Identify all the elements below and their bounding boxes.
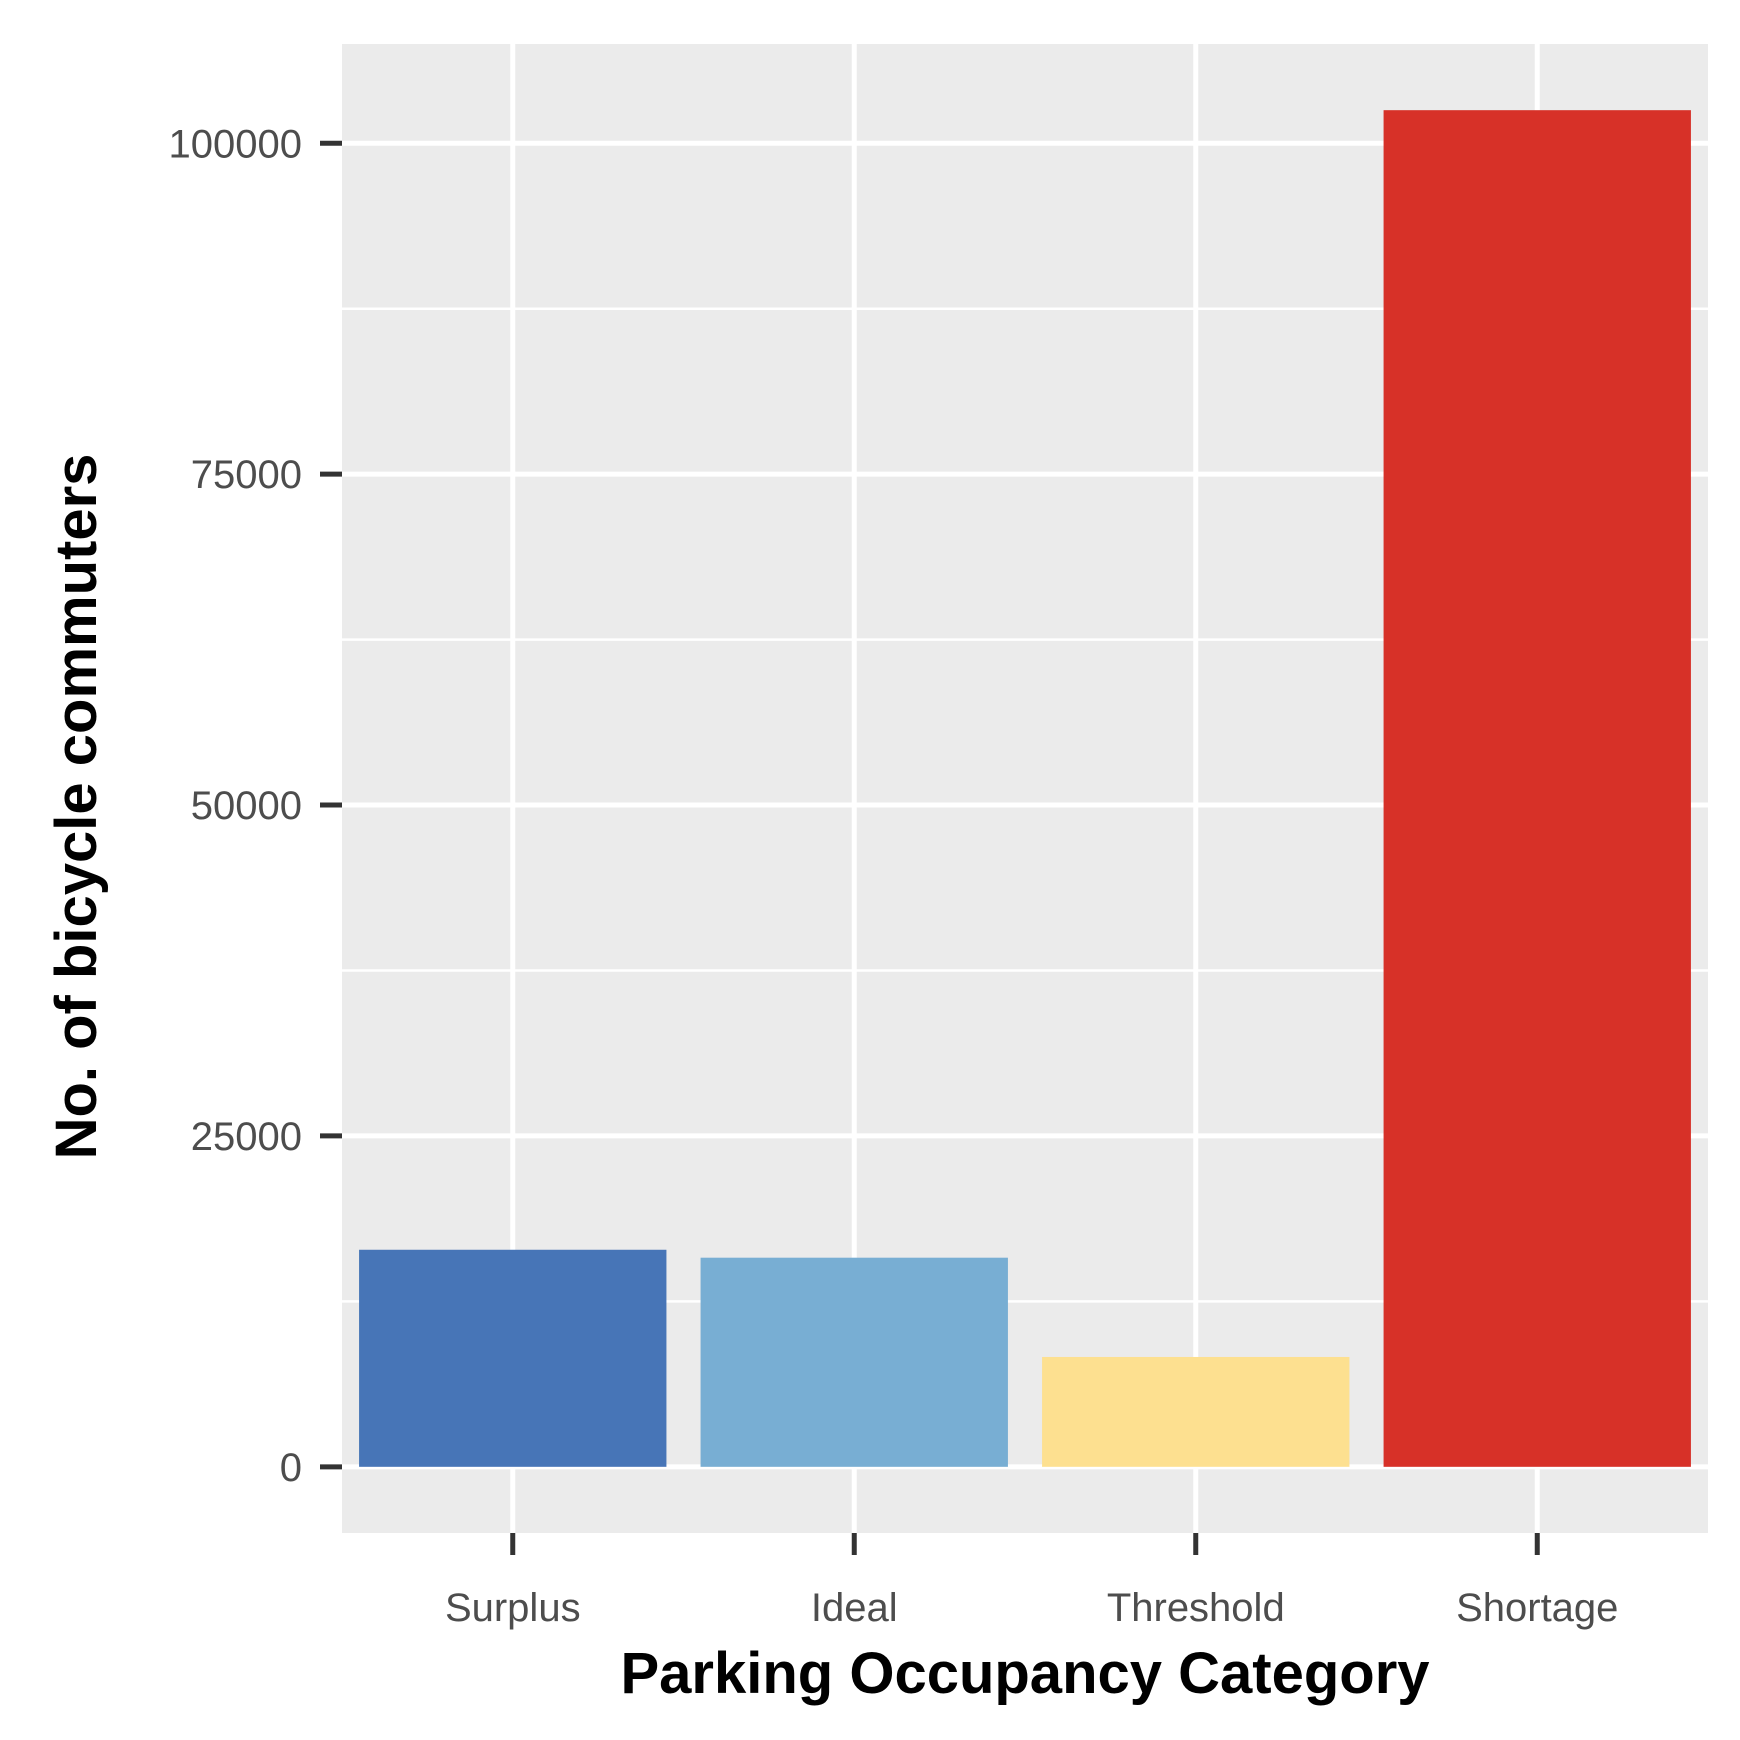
bar-ideal: [700, 1257, 1008, 1467]
y-tick-label: 75000: [191, 453, 302, 497]
y-tick-label: 100000: [169, 122, 302, 166]
y-tick-label: 0: [280, 1446, 302, 1490]
y-tick-label: 50000: [191, 784, 302, 828]
x-axis: Surplus Ideal Threshold Shortage: [445, 1533, 1618, 1630]
x-tick-label: Surplus: [445, 1586, 581, 1630]
bar-surplus: [359, 1249, 667, 1467]
y-tick-label: 25000: [191, 1115, 302, 1159]
x-axis-title: Parking Occupancy Category: [620, 1641, 1429, 1706]
x-tick-label: Threshold: [1107, 1586, 1285, 1630]
bar-shortage: [1383, 110, 1691, 1467]
bars: [359, 110, 1691, 1467]
bar-threshold: [1042, 1356, 1350, 1467]
y-axis: 0 25000 50000 75000 100000: [169, 122, 342, 1490]
x-tick-label: Ideal: [811, 1586, 898, 1630]
x-tick-label: Shortage: [1456, 1586, 1618, 1630]
y-axis-title: No. of bicycle commuters: [44, 454, 109, 1160]
